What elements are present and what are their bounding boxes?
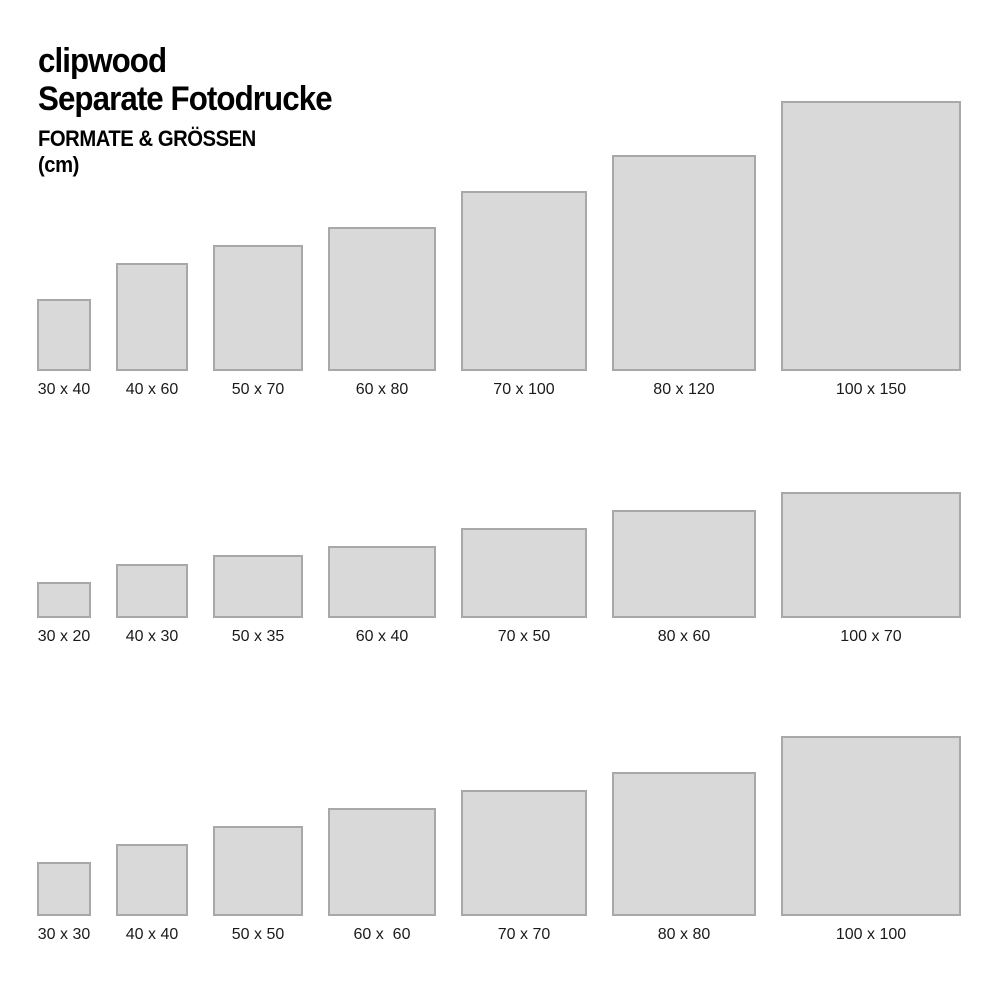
- size-label: 70 x 100: [493, 381, 555, 398]
- print-rectangle: [116, 263, 188, 371]
- print-rectangle: [612, 772, 756, 916]
- print-rectangle: [781, 492, 961, 618]
- size-item-70x50: 70 x 50: [461, 528, 587, 647]
- size-label: 50 x 50: [231, 926, 285, 943]
- brand-title: clipwood: [38, 42, 167, 80]
- unit-label: (cm): [38, 152, 79, 177]
- size-item-80x60: 80 x 60: [612, 510, 756, 647]
- product-title: Separate Fotodrucke: [38, 80, 333, 118]
- size-item-100x100: 100 x 100: [781, 736, 961, 945]
- size-label: 80 x 120: [653, 381, 715, 398]
- size-item-100x150: 100 x 150: [781, 101, 961, 400]
- print-rectangle: [612, 155, 756, 371]
- size-item-30x30: 30 x 30: [37, 862, 91, 945]
- size-item-50x50: 50 x 50: [213, 826, 303, 945]
- print-rectangle: [328, 546, 436, 618]
- size-label: 40 x 60: [125, 381, 179, 398]
- size-item-50x35: 50 x 35: [213, 555, 303, 647]
- print-rectangle: [612, 510, 756, 618]
- print-rectangle: [781, 101, 961, 371]
- print-rectangle: [213, 245, 303, 371]
- size-item-60x60: 60 x 60: [328, 808, 436, 945]
- size-label: 60 x 80: [355, 381, 409, 398]
- size-row-landscape: 30 x 20 40 x 30 50 x 35 60 x 40 70 x 50 80 x …: [37, 492, 961, 647]
- size-label: 70 x 70: [497, 926, 551, 943]
- size-label: 40 x 40: [125, 926, 179, 943]
- size-label: 60 x 40: [355, 628, 409, 645]
- size-label: 30 x 20: [37, 628, 91, 645]
- header: clipwood Separate Fotodrucke FORMATE & G…: [38, 42, 357, 178]
- size-label: 70 x 50: [497, 628, 551, 645]
- print-rectangle: [116, 564, 188, 618]
- print-rectangle: [213, 826, 303, 916]
- formats-subtitle: FORMATE & GRÖSSEN: [38, 126, 256, 151]
- size-label: 100 x 100: [835, 926, 907, 943]
- size-label: 30 x 40: [37, 381, 91, 398]
- size-item-40x40: 40 x 40: [116, 844, 188, 945]
- print-rectangle: [116, 844, 188, 916]
- print-rectangle: [461, 191, 587, 371]
- size-item-80x120: 80 x 120: [612, 155, 756, 400]
- size-label: 50 x 70: [231, 381, 285, 398]
- size-label: 80 x 80: [657, 926, 711, 943]
- size-item-70x100: 70 x 100: [461, 191, 587, 400]
- print-rectangle: [213, 555, 303, 618]
- size-label: 30 x 30: [37, 926, 91, 943]
- size-item-40x30: 40 x 30: [116, 564, 188, 647]
- print-rectangle: [781, 736, 961, 916]
- size-item-50x70: 50 x 70: [213, 245, 303, 400]
- size-label: 100 x 70: [840, 628, 902, 645]
- size-item-60x80: 60 x 80: [328, 227, 436, 400]
- size-item-100x70: 100 x 70: [781, 492, 961, 647]
- size-label: 100 x 150: [835, 381, 907, 398]
- print-rectangle: [37, 299, 91, 371]
- print-rectangle: [461, 790, 587, 916]
- size-item-40x60: 40 x 60: [116, 263, 188, 400]
- size-row-square: 30 x 30 40 x 40 50 x 50 60 x 60 70 x 70 80 x …: [37, 736, 961, 945]
- size-item-30x40: 30 x 40: [37, 299, 91, 400]
- size-row-portrait: 30 x 40 40 x 60 50 x 70 60 x 80 70 x 100 80 x…: [37, 101, 961, 400]
- size-label: 60 x 60: [353, 926, 411, 943]
- print-rectangle: [37, 582, 91, 618]
- size-item-60x40: 60 x 40: [328, 546, 436, 647]
- size-label: 80 x 60: [657, 628, 711, 645]
- size-label: 40 x 30: [125, 628, 179, 645]
- size-item-30x20: 30 x 20: [37, 582, 91, 647]
- size-item-70x70: 70 x 70: [461, 790, 587, 945]
- print-rectangle: [37, 862, 91, 916]
- print-rectangle: [328, 227, 436, 371]
- print-rectangle: [461, 528, 587, 618]
- size-label: 50 x 35: [231, 628, 285, 645]
- print-rectangle: [328, 808, 436, 916]
- size-item-80x80: 80 x 80: [612, 772, 756, 945]
